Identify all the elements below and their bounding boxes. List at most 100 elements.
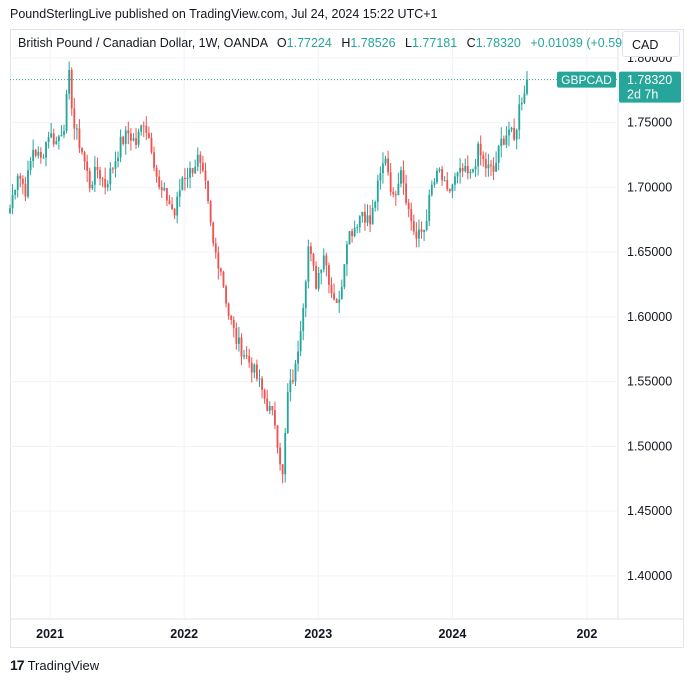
- candle-body: [104, 178, 107, 188]
- candle-body: [443, 180, 446, 182]
- price-tick-label: 1.75000: [627, 116, 672, 130]
- price-tick-label: 1.65000: [627, 245, 672, 259]
- candle-body: [227, 303, 230, 316]
- candle-body: [106, 184, 109, 188]
- legend-open-label: O: [276, 36, 287, 50]
- candle-body: [523, 93, 526, 104]
- candle-body: [19, 175, 22, 179]
- candle-body: [83, 152, 86, 162]
- candle-body: [425, 220, 428, 231]
- candle-body: [276, 425, 279, 448]
- time-tick-label: 2021: [36, 627, 64, 641]
- time-axis: 2021 2022 2023 2024 202: [36, 627, 597, 641]
- candle-body: [75, 128, 78, 130]
- candle-body: [155, 167, 158, 177]
- candle-body: [284, 432, 287, 475]
- candle-body: [124, 130, 127, 144]
- candle-body: [374, 201, 377, 208]
- candle-body: [428, 194, 431, 221]
- candle-body: [279, 447, 281, 465]
- candle-body: [153, 152, 155, 168]
- candle-body: [117, 157, 119, 162]
- candle-body: [204, 170, 207, 181]
- legend-open-value: 1.77224: [286, 36, 332, 50]
- candle-body: [237, 337, 240, 344]
- candle-body: [441, 169, 444, 181]
- price-tick-label: 1.60000: [627, 310, 672, 324]
- candle-body: [474, 166, 477, 170]
- candle-body: [150, 138, 153, 153]
- candle-body: [508, 129, 510, 136]
- tradingview-brand[interactable]: 17 TradingView: [10, 657, 99, 673]
- publisher-line: PoundSterlingLive published on TradingVi…: [10, 7, 438, 21]
- candle-body: [73, 108, 76, 129]
- price-tick-label: 1.40000: [627, 569, 672, 583]
- legend-low-label: L: [405, 36, 412, 50]
- candle-body: [24, 183, 27, 197]
- candle-body: [402, 170, 405, 184]
- candle-body: [310, 246, 312, 254]
- candle-body: [111, 168, 114, 170]
- candle-body: [45, 142, 47, 158]
- candle-body: [384, 158, 387, 164]
- candle-body: [420, 229, 423, 232]
- candle-body: [438, 169, 441, 171]
- candle-body: [271, 406, 274, 411]
- candle-body: [212, 222, 215, 244]
- candle-body: [407, 202, 410, 210]
- candle-body: [294, 363, 297, 382]
- brand-name: TradingView: [27, 657, 100, 673]
- candle-body: [400, 170, 402, 184]
- legend-close-value: 1.78320: [475, 36, 521, 50]
- candle-body: [394, 194, 397, 196]
- candle-body: [379, 173, 382, 181]
- candle-body: [88, 170, 91, 189]
- candle-body: [502, 138, 505, 145]
- candle-body: [464, 165, 467, 172]
- candle-body: [11, 195, 14, 209]
- candle-body: [495, 162, 498, 172]
- ticker-tag-label: GBPCAD: [561, 73, 612, 87]
- time-tick-label: 202: [576, 627, 597, 641]
- candle-body: [101, 178, 104, 180]
- candle-body: [297, 351, 299, 364]
- legend-high-value: 1.78526: [350, 36, 396, 50]
- candle-body: [127, 130, 130, 134]
- candle-body: [253, 364, 256, 373]
- candle-body: [217, 252, 220, 269]
- candle-body: [201, 162, 204, 171]
- candle-body: [42, 157, 45, 159]
- candle-body: [109, 168, 112, 185]
- candle-body: [86, 161, 89, 171]
- candle-body: [222, 271, 225, 287]
- candle-body: [317, 272, 320, 289]
- candle-body: [405, 183, 408, 203]
- candle-body: [526, 79, 528, 94]
- candle-body: [392, 191, 395, 195]
- candle-body: [114, 161, 117, 169]
- candle-body: [492, 165, 495, 172]
- bar-countdown-label: 2d 7h: [627, 88, 658, 102]
- candle-body: [55, 141, 58, 145]
- candle-body: [52, 133, 55, 145]
- candle-body: [70, 69, 73, 109]
- price-tick-label: 1.45000: [627, 504, 672, 518]
- candle-body: [469, 171, 472, 174]
- candle-body: [346, 244, 348, 265]
- candle-body: [487, 164, 490, 169]
- candle-body: [57, 136, 60, 142]
- candle-body: [207, 180, 209, 202]
- candle-body: [387, 158, 390, 173]
- candle-body: [369, 215, 372, 225]
- candle-body: [183, 177, 186, 179]
- candle-body: [477, 143, 480, 167]
- candle-body: [320, 269, 323, 273]
- candle-body: [142, 125, 145, 127]
- currency-button[interactable]: CAD: [622, 31, 680, 57]
- candle-body: [304, 281, 307, 308]
- candle-body: [189, 168, 191, 178]
- candle-body: [291, 380, 294, 382]
- tradingview-logo-icon: 17: [10, 657, 25, 673]
